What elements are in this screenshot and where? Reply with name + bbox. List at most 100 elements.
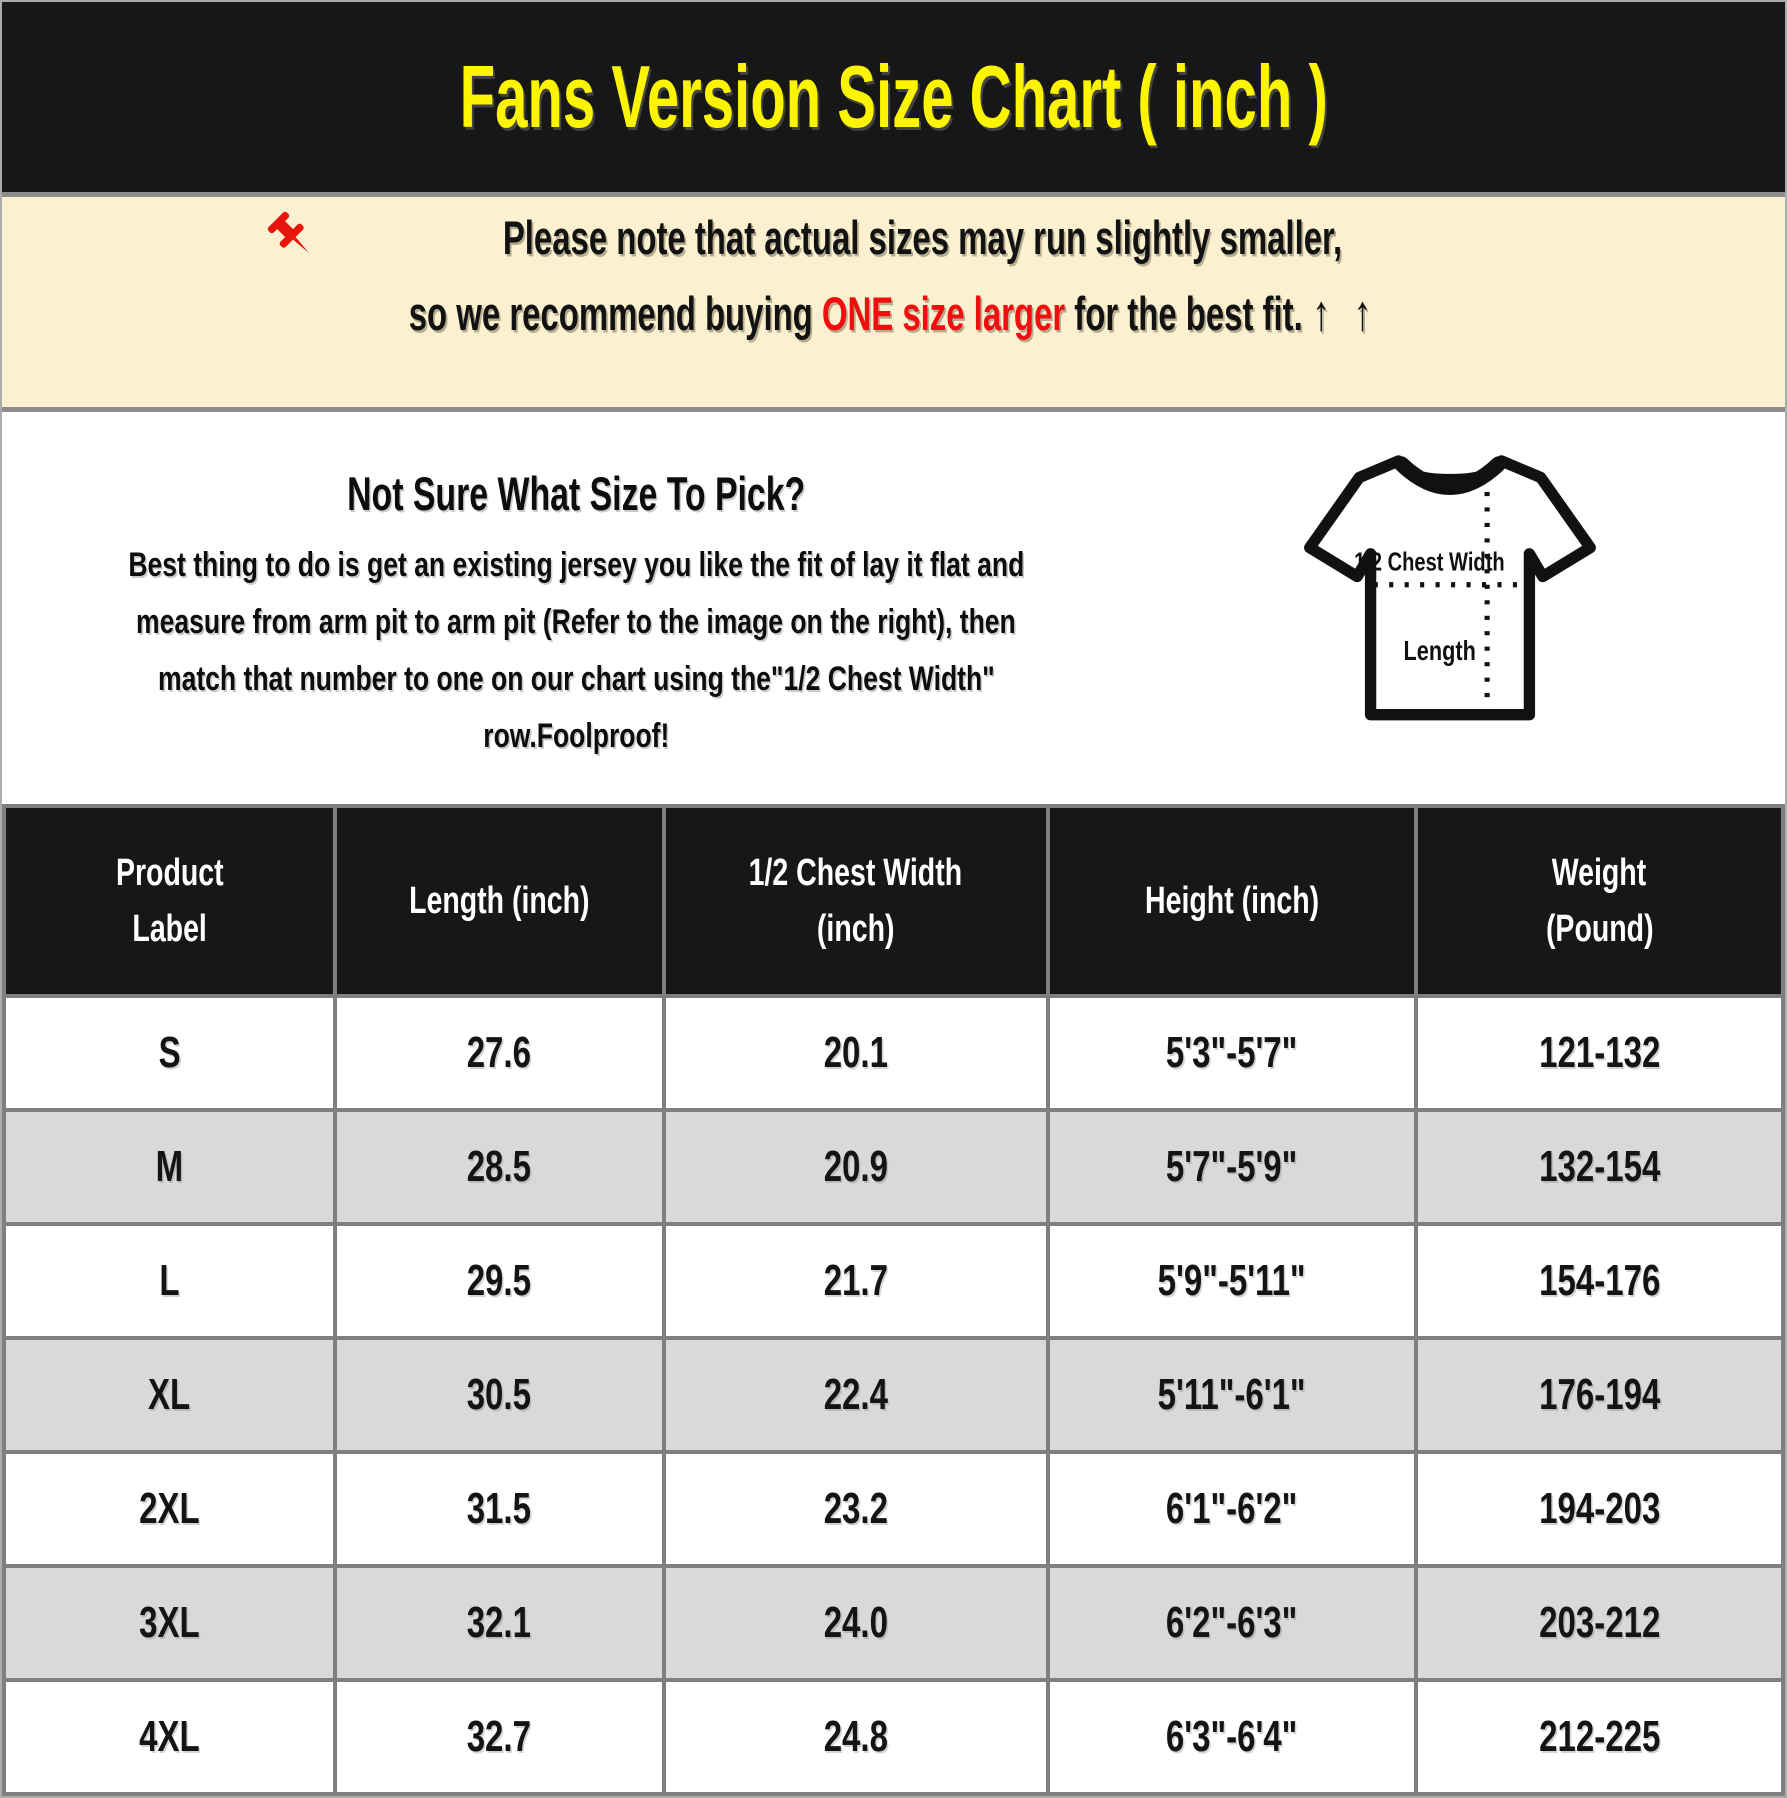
header-cell-length: Length (inch): [336, 808, 662, 994]
cell-text: 132-154: [1538, 1142, 1660, 1191]
cell-text: 29.5: [467, 1256, 532, 1305]
cell-chest: 24.8: [665, 1682, 1046, 1792]
cell-text: 6'2"-6'3": [1165, 1598, 1298, 1647]
one-size-larger-highlight: ONE size larger: [821, 287, 1066, 340]
header-text: Label: [132, 908, 207, 950]
cell-length: 28.5: [336, 1112, 662, 1222]
cell-weight: 154-176: [1417, 1226, 1781, 1336]
header-cell-product-label: Product Label: [6, 808, 333, 994]
cell-size-label: S: [6, 998, 333, 1108]
fit-guide-heading: Not Sure What Size To Pick?: [347, 467, 806, 520]
header-text: 1/2 Chest Width: [748, 852, 963, 894]
tshirt-diagram: 1/2 Chest Width Length: [1151, 412, 1785, 804]
cell-text: 3XL: [139, 1598, 200, 1647]
cell-text: 22.4: [823, 1370, 888, 1419]
cell-height: 6'3"-6'4": [1049, 1682, 1414, 1792]
cell-text: 30.5: [467, 1370, 532, 1419]
cell-text: 20.1: [823, 1028, 888, 1077]
cell-chest: 21.7: [665, 1226, 1046, 1336]
guide-body-line: row.Foolproof!: [483, 717, 670, 755]
cell-text: 5'11"-6'1": [1157, 1370, 1306, 1419]
cell-text: 194-203: [1538, 1484, 1660, 1533]
cell-height: 5'3"-5'7": [1049, 998, 1414, 1108]
chest-width-label: 1/2 Chest Width: [1354, 547, 1505, 576]
cell-size-label: L: [6, 1226, 333, 1336]
cell-text: XL: [148, 1370, 191, 1419]
section-divider: [2, 192, 1785, 197]
cell-weight: 212-225: [1417, 1682, 1781, 1792]
cell-length: 29.5: [336, 1226, 662, 1336]
header-text: Length (inch): [408, 880, 590, 922]
page-title: Fans Version Size Chart ( inch ): [459, 47, 1328, 146]
cell-chest: 20.1: [665, 998, 1046, 1108]
cell-chest: 24.0: [665, 1568, 1046, 1678]
cell-text: 203-212: [1538, 1598, 1660, 1647]
tshirt-icon: 1/2 Chest Width Length: [1304, 455, 1596, 721]
title-bar: Fans Version Size Chart ( inch ): [2, 2, 1785, 192]
note-banner: Please note that actual sizes may run sl…: [2, 197, 1785, 407]
cell-size-label: 3XL: [6, 1568, 333, 1678]
fit-guide-section: Not Sure What Size To Pick? Best thing t…: [2, 412, 1785, 804]
fit-guide-text: Not Sure What Size To Pick? Best thing t…: [2, 412, 1151, 804]
cell-size-label: M: [6, 1112, 333, 1222]
cell-text: 23.2: [823, 1484, 888, 1533]
cell-length: 31.5: [336, 1454, 662, 1564]
cell-text: 21.7: [823, 1256, 888, 1305]
cell-length: 32.7: [336, 1682, 662, 1792]
header-cell-weight: Weight (Pound): [1417, 808, 1781, 994]
header-text: (inch): [816, 908, 895, 950]
note-text-1: Please note that actual sizes may run sl…: [502, 210, 1343, 264]
cell-height: 5'9"-5'11": [1049, 1226, 1414, 1336]
cell-text: 24.8: [823, 1712, 888, 1761]
cell-size-label: 4XL: [6, 1682, 333, 1792]
cell-text: 24.0: [823, 1598, 888, 1647]
cell-text: M: [155, 1142, 184, 1191]
cell-text: 6'1"-6'2": [1165, 1484, 1298, 1533]
pushpin-icon: [267, 211, 309, 253]
cell-text: 176-194: [1538, 1370, 1660, 1419]
cell-text: 5'9"-5'11": [1157, 1256, 1306, 1305]
note-line-2: so we recommend buying ONE size larger f…: [2, 281, 1785, 345]
cell-text: 27.6: [467, 1028, 532, 1077]
cell-weight: 203-212: [1417, 1568, 1781, 1678]
length-label: Length: [1404, 635, 1476, 666]
up-arrows: ↑ ↑: [1312, 285, 1379, 341]
cell-text: L: [159, 1256, 180, 1305]
note-text-2: so we recommend buying ONE size larger f…: [409, 284, 1379, 342]
cell-text: 5'3"-5'7": [1165, 1028, 1298, 1077]
size-table: Product Label Length (inch) 1/2 Chest Wi…: [2, 804, 1785, 1796]
cell-text: S: [158, 1028, 181, 1077]
cell-weight: 121-132: [1417, 998, 1781, 1108]
cell-weight: 194-203: [1417, 1454, 1781, 1564]
cell-weight: 132-154: [1417, 1112, 1781, 1222]
cell-text: 5'7"-5'9": [1165, 1142, 1298, 1191]
cell-size-label: XL: [6, 1340, 333, 1450]
cell-height: 6'1"-6'2": [1049, 1454, 1414, 1564]
cell-chest: 23.2: [665, 1454, 1046, 1564]
cell-text: 2XL: [139, 1484, 200, 1533]
cell-height: 5'11"-6'1": [1049, 1340, 1414, 1450]
cell-height: 5'7"-5'9": [1049, 1112, 1414, 1222]
header-text: Product: [115, 852, 224, 894]
header-text: Height (inch): [1144, 880, 1319, 922]
cell-text: 4XL: [139, 1712, 200, 1761]
cell-chest: 20.9: [665, 1112, 1046, 1222]
cell-text: 212-225: [1538, 1712, 1660, 1761]
note-text-2-prefix: so we recommend buying: [408, 287, 822, 340]
cell-text: 20.9: [823, 1142, 888, 1191]
cell-length: 27.6: [336, 998, 662, 1108]
cell-text: 6'3"-6'4": [1165, 1712, 1298, 1761]
section-divider: [2, 407, 1785, 412]
cell-chest: 22.4: [665, 1340, 1046, 1450]
cell-text: 154-176: [1538, 1256, 1660, 1305]
note-text-2-suffix: for the best fit.: [1065, 287, 1303, 340]
header-text: Weight: [1552, 852, 1647, 894]
cell-size-label: 2XL: [6, 1454, 333, 1564]
cell-weight: 176-194: [1417, 1340, 1781, 1450]
cell-height: 6'2"-6'3": [1049, 1568, 1414, 1678]
cell-text: 32.7: [467, 1712, 532, 1761]
cell-length: 30.5: [336, 1340, 662, 1450]
cell-text: 31.5: [467, 1484, 532, 1533]
cell-text: 32.1: [467, 1598, 532, 1647]
